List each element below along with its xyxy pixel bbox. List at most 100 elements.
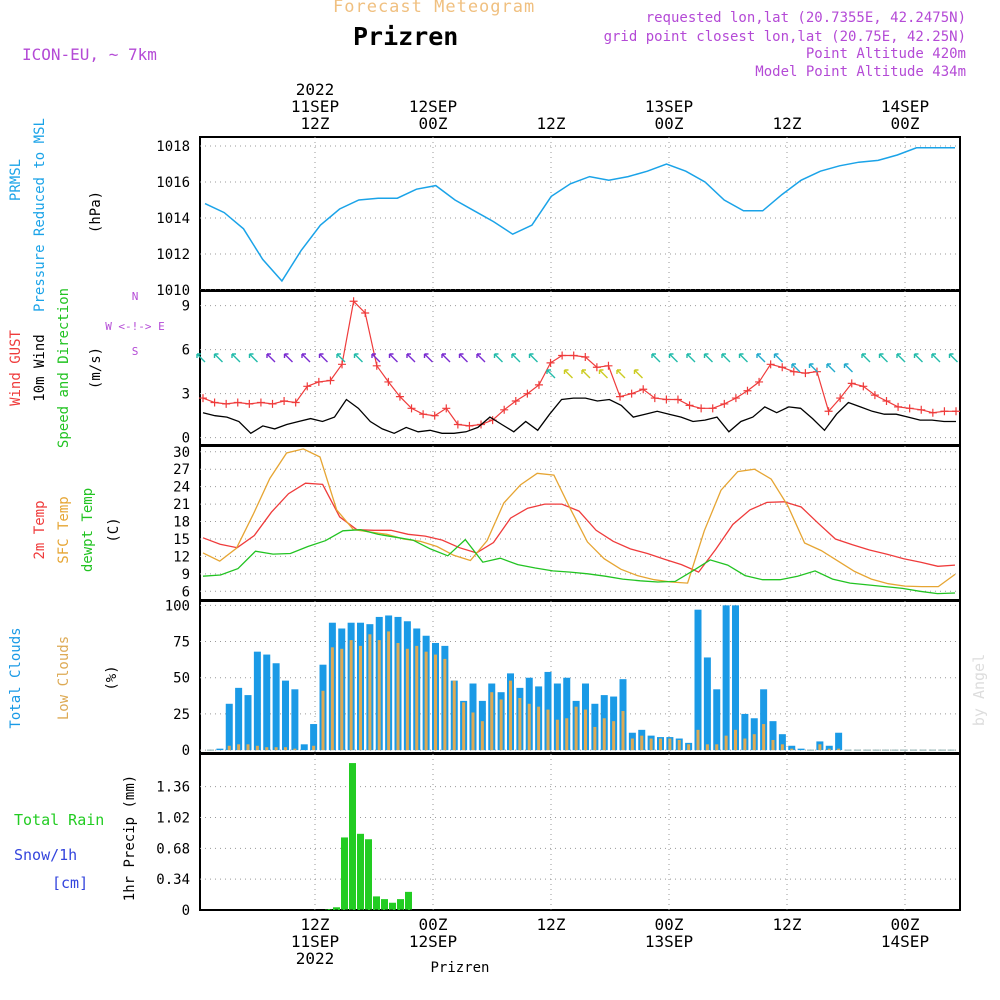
ytick-label-3-7: 9 — [182, 567, 190, 583]
panel-frame-5 — [199, 753, 961, 911]
low-cloud-bar — [555, 719, 559, 751]
total-cloud-bar — [253, 651, 261, 751]
ytick-label-4-4: 0 — [182, 743, 190, 759]
low-cloud-bar — [612, 721, 616, 751]
low-cloud-bar — [818, 744, 822, 751]
low-cloud-bar — [771, 739, 775, 751]
total-cloud-bar — [263, 654, 271, 751]
wind-direction-arrow — [703, 353, 713, 363]
wind-direction-arrow — [371, 353, 381, 363]
gust-marker — [894, 402, 903, 411]
gust-marker — [500, 405, 509, 414]
ytick-label-3-8: 6 — [182, 584, 190, 600]
ytick-label-1-2: 1014 — [156, 211, 190, 227]
gust-marker — [940, 407, 949, 416]
time-label-top-4: 12Z — [773, 114, 802, 133]
wind-direction-arrow — [301, 353, 311, 363]
wind-direction-arrow — [686, 353, 696, 363]
wind-direction-arrow — [336, 353, 346, 363]
low-cloud-bar — [602, 718, 606, 751]
time-label-bottom-5: 00Z — [891, 915, 920, 934]
low-cloud-bar — [837, 748, 841, 751]
ytick-label-4-2: 50 — [173, 671, 190, 687]
gust-marker — [280, 397, 289, 405]
watermark: by Angel — [970, 654, 988, 726]
gust-marker — [697, 404, 706, 413]
low-cloud-bar — [480, 721, 484, 751]
ytick-label-1-4: 1010 — [156, 283, 190, 299]
time-label-top-1: 00Z — [419, 114, 448, 133]
pressure-unit: (hPa) — [88, 191, 104, 233]
time-label-bottom-4: 12Z — [773, 915, 802, 934]
low-cloud-bar — [649, 738, 653, 751]
wind-direction-arrow — [808, 363, 818, 373]
gust-marker — [534, 380, 543, 389]
gust-marker — [419, 410, 428, 419]
total-cloud-bar — [797, 748, 805, 751]
ytick-label-1-3: 1012 — [156, 247, 190, 263]
low-cloud-bar — [668, 738, 672, 751]
gust-marker — [766, 360, 775, 369]
precip-snow-unit: [cm] — [52, 874, 88, 892]
total-cloud-bar — [732, 605, 739, 751]
model-label: ICON-EU, ~ 7km — [22, 45, 157, 64]
low-cloud-bar — [546, 709, 550, 751]
precip-unit: 1hr Precip (mm) — [122, 775, 138, 901]
gust-marker — [778, 363, 787, 372]
precip-bar — [397, 899, 404, 910]
temp-sfc-label: SFC Temp — [56, 496, 72, 563]
precip-bar — [341, 837, 348, 910]
low-cloud-bar — [387, 631, 391, 751]
wind-direction-arrow — [196, 353, 206, 363]
wind-direction-arrow — [511, 353, 521, 363]
wind-gust-label: Wind GUST — [8, 330, 24, 406]
gust-marker — [882, 397, 891, 405]
low-cloud-bar — [527, 703, 531, 751]
wind-10m-line — [202, 397, 956, 435]
wind-direction-arrow — [266, 353, 276, 363]
wind-direction-arrow — [738, 353, 748, 363]
ytick-label-5-0: 1.36 — [156, 780, 190, 796]
time-label-bottom-0: 12Z — [301, 915, 330, 934]
low-cloud-bar — [715, 744, 719, 751]
ytick-label-5-4: 0 — [182, 903, 190, 919]
low-cloud-bar — [293, 748, 297, 751]
clouds-low-label: Low Clouds — [56, 636, 72, 720]
gust-marker — [361, 309, 370, 317]
requested-coords: requested lon,lat (20.7355E, 42.2475N) — [645, 10, 966, 26]
time-label-bottom-5: 14SEP — [881, 932, 929, 951]
time-label-top-3: 00Z — [655, 114, 684, 133]
ytick-label-3-1: 27 — [173, 462, 190, 478]
wind-direction-arrow — [791, 363, 801, 373]
wind-direction-arrow — [546, 369, 556, 379]
time-label-bottom-0: 2022 — [296, 949, 335, 968]
total-cloud-bar — [722, 605, 730, 751]
gust-marker — [511, 397, 520, 405]
low-cloud-bar — [780, 744, 784, 751]
pressure-series-line — [204, 147, 955, 283]
gust-marker — [952, 407, 960, 416]
wind-direction-arrow — [318, 353, 328, 363]
ytick-label-2-3: 0 — [182, 431, 190, 447]
low-cloud-bar — [359, 645, 362, 751]
product-title: Forecast Meteogram — [333, 0, 536, 17]
precip-snow-label: Snow/1h — [14, 846, 77, 864]
time-label-bottom-3: 00Z — [655, 915, 684, 934]
ytick-label-2-0: 9 — [182, 299, 190, 315]
gust-marker — [673, 395, 682, 404]
wind-direction-arrow — [476, 353, 486, 363]
precip-bar — [373, 896, 380, 910]
clouds-unit: (%) — [104, 665, 120, 690]
wind-direction-arrow — [633, 369, 643, 379]
low-cloud-bar — [705, 744, 709, 751]
low-cloud-bar — [396, 642, 400, 751]
ytick-label-3-4: 18 — [173, 515, 190, 531]
model-altitude: Model Point Altitude 434m — [755, 64, 966, 80]
gust-marker — [731, 394, 740, 403]
time-label-top-1: 12SEP — [409, 97, 457, 116]
gust-marker — [349, 297, 358, 306]
gust-marker — [558, 351, 567, 360]
low-cloud-bar — [696, 729, 700, 751]
wind-direction-arrow — [878, 353, 888, 363]
